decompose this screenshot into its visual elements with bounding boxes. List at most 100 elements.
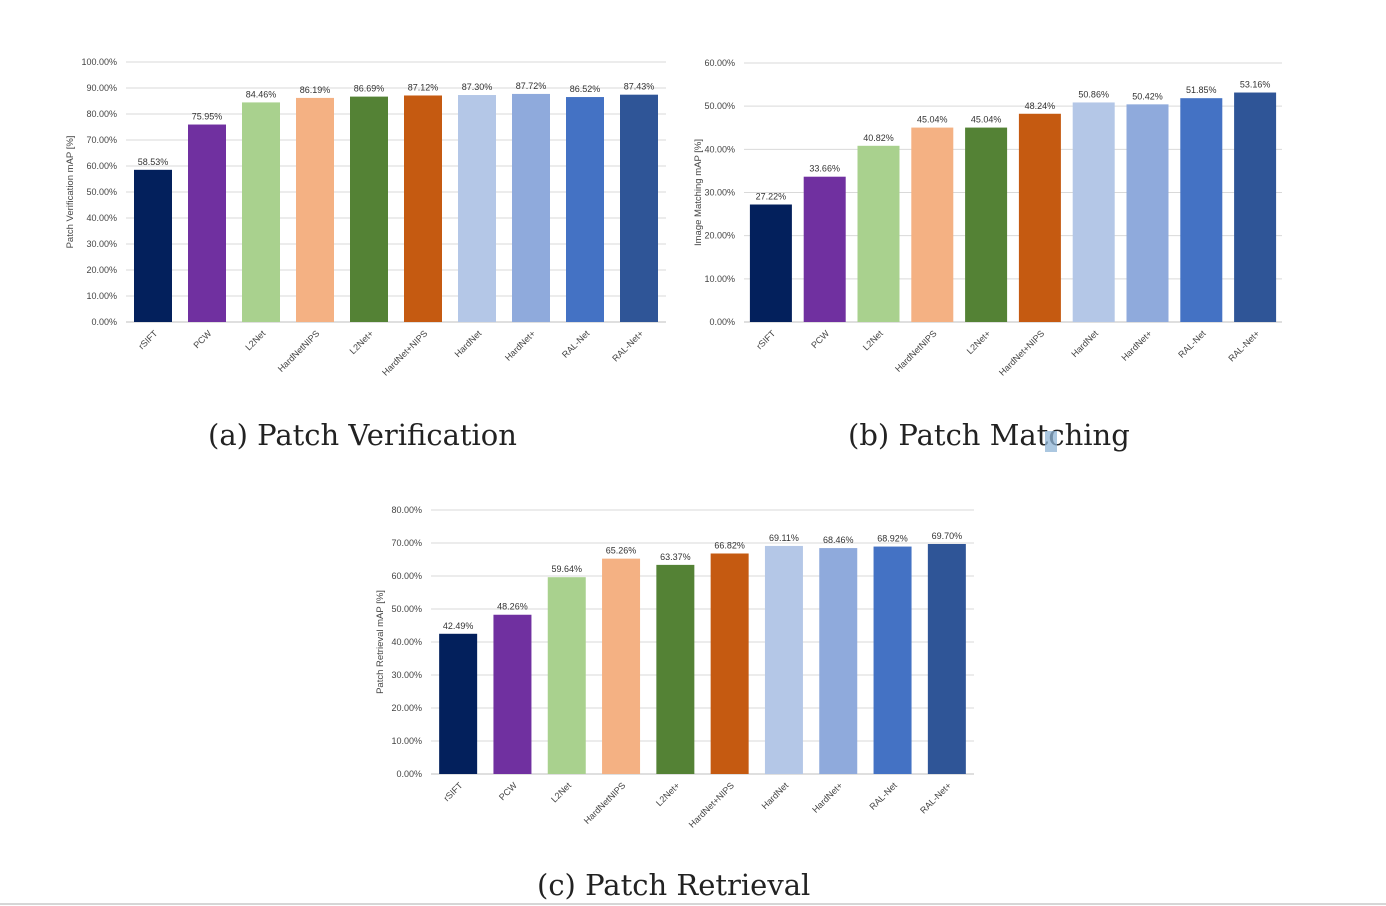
y-tick-label: 20.00% <box>704 231 735 241</box>
data-label: 68.46% <box>823 535 854 545</box>
chart-patch-matching: 0.00% 10.00% 20.00% 30.00% 40.00% 50.00% 60.00… <box>688 52 1308 412</box>
y-tick-label: 50.00% <box>391 604 422 614</box>
data-label: 69.70% <box>932 531 963 541</box>
bar <box>458 95 496 322</box>
bar <box>404 95 442 322</box>
bar <box>242 102 280 323</box>
x-tick-label: HardNetNIPS <box>582 780 628 826</box>
data-label: 40.82% <box>863 133 894 143</box>
bar <box>547 577 586 774</box>
y-tick-label: 80.00% <box>86 109 117 119</box>
bar <box>764 545 803 774</box>
chart-patch-verification: 0.00% 10.00% 20.00% 30.00% 40.00% 50.00% 60.00… <box>60 52 680 412</box>
bar <box>188 124 226 322</box>
data-label: 45.04% <box>971 115 1002 125</box>
x-tick-label: HardNet+ <box>810 780 844 814</box>
y-tick-label: 30.00% <box>86 239 117 249</box>
bar <box>965 127 1008 322</box>
data-label: 58.53% <box>138 157 169 167</box>
data-label: 45.04% <box>917 115 948 125</box>
data-label: 50.42% <box>1132 91 1163 101</box>
data-label: 86.69% <box>354 84 385 94</box>
data-label: 65.26% <box>606 546 637 556</box>
data-label: 87.72% <box>516 81 547 91</box>
y-tick-label: 70.00% <box>391 538 422 548</box>
data-label: 86.52% <box>570 84 601 94</box>
data-label: 66.82% <box>714 540 745 550</box>
bar <box>1126 104 1169 322</box>
chart-c-svg: 0.00% 10.00% 20.00% 30.00% 40.00% 50.00% 60.00… <box>375 505 974 830</box>
x-tick-label: L2Net <box>549 780 573 804</box>
data-label: 87.12% <box>408 82 439 92</box>
x-tick-label: HardNetNIPS <box>893 328 939 374</box>
data-label: 63.37% <box>660 552 691 562</box>
bar <box>1018 113 1061 322</box>
x-tick-label: RAL-Net <box>867 780 899 812</box>
data-label: 42.49% <box>443 621 474 631</box>
x-tick-label: HardNet <box>760 780 791 811</box>
x-tick-label: L2Net+ <box>965 328 993 356</box>
y-tick-label: 70.00% <box>86 135 117 145</box>
bar <box>512 93 550 322</box>
bar <box>134 169 172 322</box>
x-tick-label: L2Net <box>243 328 267 352</box>
data-label: 59.64% <box>551 564 582 574</box>
x-tick-label: rSIFT <box>442 780 465 803</box>
y-tick-label: 10.00% <box>391 736 422 746</box>
y-tick-label: 80.00% <box>391 505 422 515</box>
bar <box>620 94 658 322</box>
y-tick-label: 40.00% <box>86 213 117 223</box>
y-axis-title: Patch Verification mAP [%] <box>65 136 76 249</box>
bar <box>602 558 641 774</box>
x-tick-label: L2Net+ <box>654 780 682 808</box>
bar <box>1234 92 1277 322</box>
text-selection-highlight <box>1045 431 1057 452</box>
x-tick-label: PCW <box>191 328 213 350</box>
x-tick-label: L2Net <box>861 328 885 352</box>
bar <box>803 176 846 322</box>
y-tick-label: 100.00% <box>81 57 117 67</box>
y-tick-label: 40.00% <box>704 144 735 154</box>
data-label: 68.92% <box>877 534 908 544</box>
bar <box>819 548 858 774</box>
x-tick-label: HardNet+NIPS <box>997 328 1046 377</box>
data-label: 48.24% <box>1025 101 1056 111</box>
x-tick-label: rSIFT <box>754 328 777 351</box>
bar <box>493 614 532 774</box>
caption-patch-retrieval: (c) Patch Retrieval <box>537 868 811 902</box>
y-tick-label: 0.00% <box>709 317 735 327</box>
bar <box>350 96 388 322</box>
y-tick-label: 20.00% <box>86 265 117 275</box>
x-tick-label: PCW <box>809 328 831 350</box>
y-axis-title: Patch Retrieval mAP [%] <box>375 590 386 694</box>
x-tick-label: RAL-Net+ <box>918 780 953 815</box>
y-tick-label: 0.00% <box>91 317 117 327</box>
y-tick-label: 60.00% <box>86 161 117 171</box>
x-tick-label: HardNet <box>453 328 484 359</box>
bar <box>710 553 749 774</box>
caption-patch-matching: (b) Patch Matching <box>848 418 1130 452</box>
x-tick-label: HardNet <box>1069 328 1100 359</box>
y-tick-label: 10.00% <box>86 291 117 301</box>
chart-patch-retrieval: 0.00% 10.00% 20.00% 30.00% 40.00% 50.00% 60.00… <box>370 500 990 860</box>
y-tick-label: 0.00% <box>396 769 422 779</box>
data-label: 51.85% <box>1186 85 1217 95</box>
y-axis-title: Image Matching mAP [%] <box>693 139 704 246</box>
bar <box>566 97 604 322</box>
y-tick-label: 60.00% <box>704 58 735 68</box>
x-tick-label: HardNet+ <box>503 328 537 362</box>
data-label: 87.30% <box>462 82 493 92</box>
bar <box>911 127 954 322</box>
data-label: 69.11% <box>769 533 799 543</box>
bar <box>749 204 792 322</box>
data-label: 48.26% <box>497 602 528 612</box>
bar <box>656 564 695 774</box>
bar <box>1072 102 1115 322</box>
bar <box>439 633 478 774</box>
y-tick-label: 30.00% <box>704 188 735 198</box>
y-tick-label: 20.00% <box>391 703 422 713</box>
x-tick-label: L2Net+ <box>348 328 376 356</box>
bar <box>1180 98 1223 322</box>
data-label: 75.95% <box>192 112 223 122</box>
x-tick-label: PCW <box>497 780 519 802</box>
